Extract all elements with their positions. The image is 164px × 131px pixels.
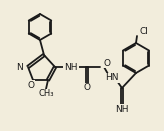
- Text: NH: NH: [115, 105, 129, 113]
- Text: O: O: [103, 59, 110, 67]
- Text: N: N: [16, 62, 23, 72]
- Text: CH₃: CH₃: [38, 89, 54, 99]
- Text: O: O: [83, 83, 91, 92]
- Text: O: O: [28, 81, 34, 89]
- Text: HN: HN: [105, 73, 119, 83]
- Text: NH: NH: [64, 62, 78, 72]
- Text: Cl: Cl: [140, 28, 149, 37]
